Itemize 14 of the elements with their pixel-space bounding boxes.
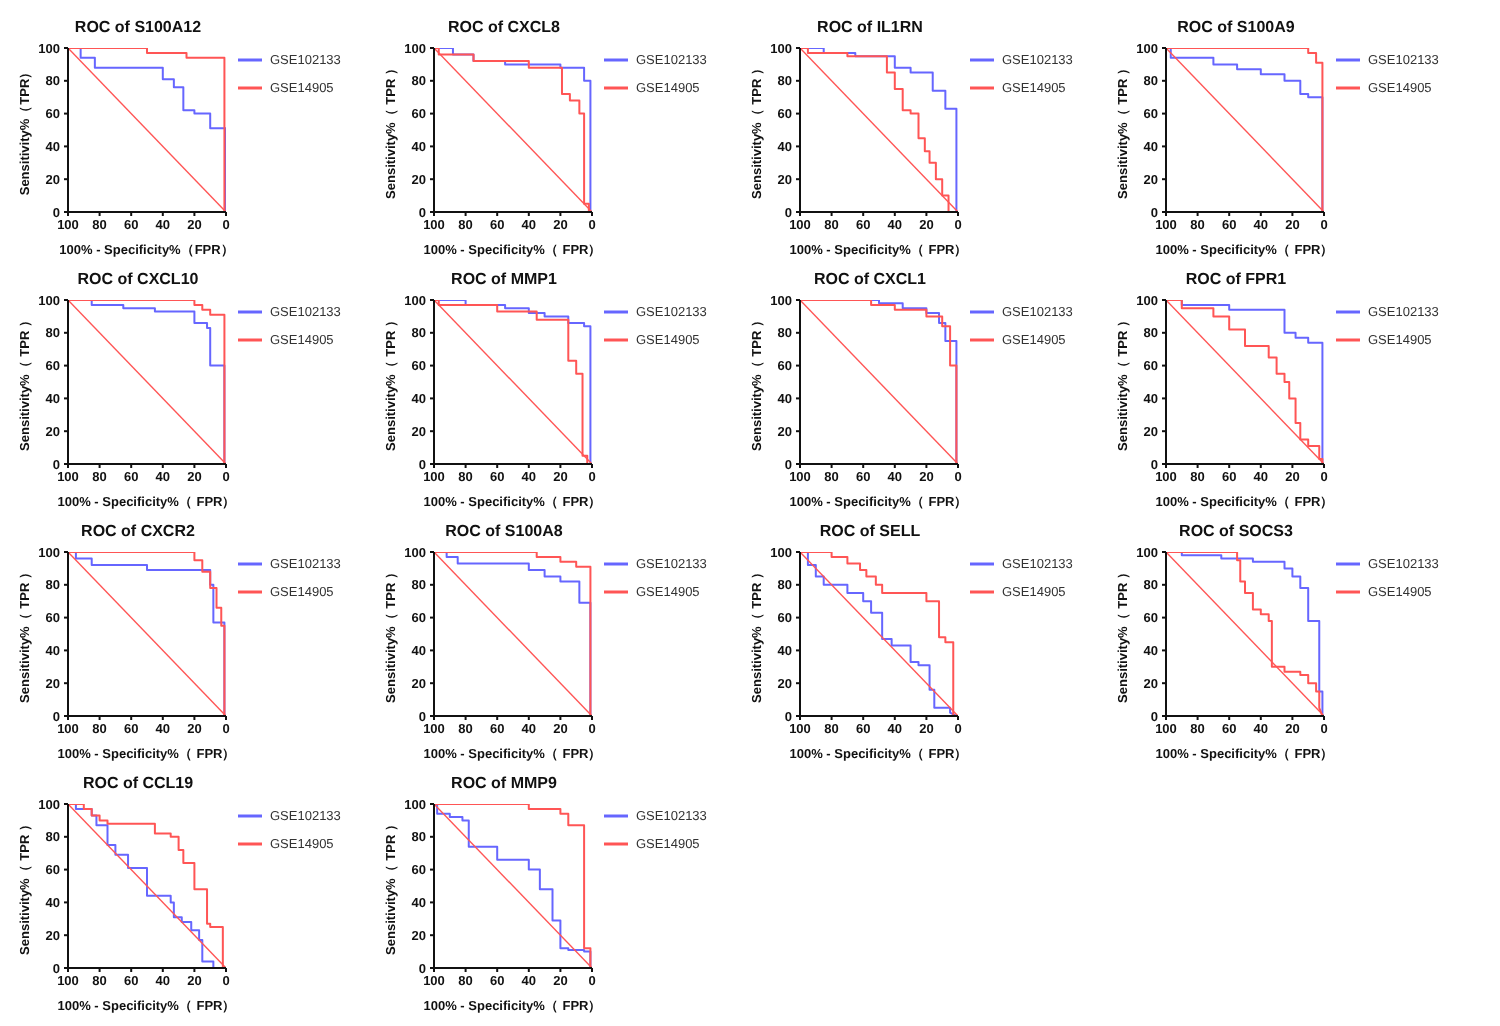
chart-title: ROC of CCL19: [80, 772, 196, 796]
chart-title: ROC of SOCS3: [1177, 520, 1295, 544]
chart-title: ROC of MMP1: [449, 268, 559, 292]
chart-title: ROC of CXCR2: [79, 520, 197, 544]
chart-title: ROC of S100A9: [1175, 16, 1297, 40]
chart-title: ROC of FPR1: [1183, 268, 1289, 292]
chart-title: ROC of CXCL10: [75, 268, 201, 292]
chart-title: ROC of SELL: [817, 520, 923, 544]
chart-title: ROC of S100A8: [443, 520, 565, 544]
chart-title: ROC of IL1RN: [815, 16, 925, 40]
chart-title: ROC of MMP9: [449, 772, 559, 796]
chart-title: ROC of CXCL8: [446, 16, 562, 40]
chart-title: ROC of CXCL1: [812, 268, 928, 292]
chart-title: ROC of S100A12: [72, 16, 204, 40]
